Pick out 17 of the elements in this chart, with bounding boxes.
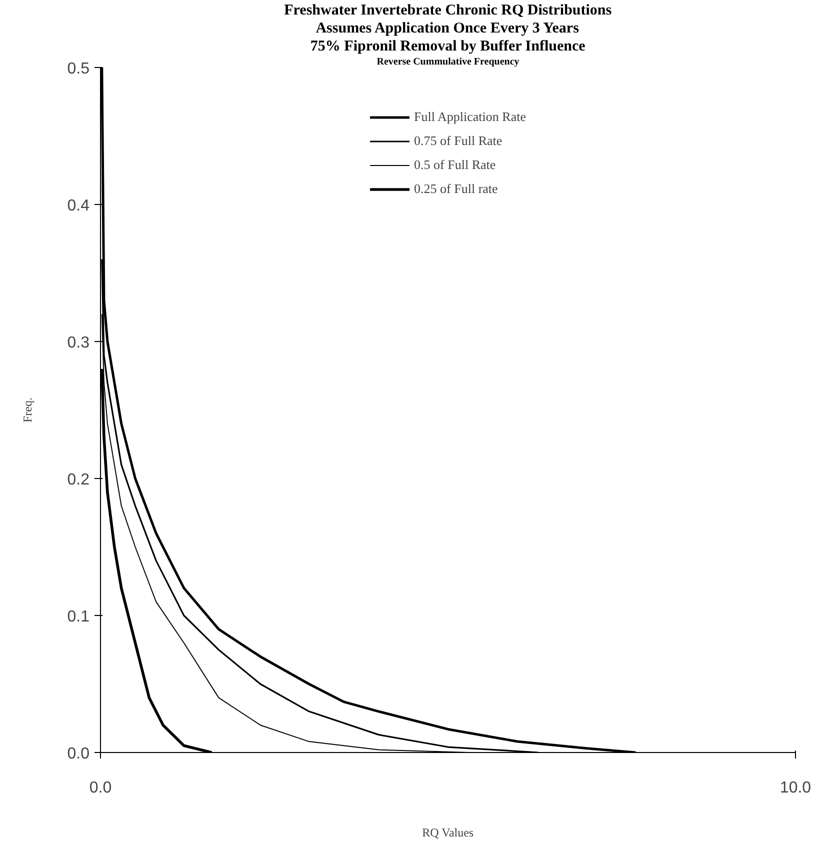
y-tick-label: 0.4	[67, 198, 90, 214]
y-tick-label: 0.5	[67, 60, 90, 78]
x-tick-label: 10.0	[780, 780, 812, 796]
x-axis-title: RQ Values	[422, 826, 474, 840]
chart-title: Freshwater Invertebrate Chronic RQ Distributions	[284, 2, 612, 18]
y-tick-label: 0.2	[67, 472, 90, 488]
y-tick-label: 0.1	[67, 608, 90, 626]
text: 75% Fipronil Removal by Buffer Influence	[310, 38, 586, 54]
y-tick-label: 0.0	[67, 746, 90, 762]
legend-label: Full Application Rate	[414, 109, 526, 125]
y-axis-title: Freq.	[20, 398, 34, 422]
legend-label: 0.75 of Full Rate	[414, 133, 502, 149]
legend-label: 0.5 of Full Rate	[414, 157, 496, 173]
chart-subtitle: Assumes Application Once Every 3 Years	[316, 20, 580, 36]
y-tick-label: 0.3	[67, 334, 90, 352]
annotation: Reverse Cummulative Frequency	[376, 56, 520, 68]
legend-label: 0.25 of Full rate	[414, 181, 498, 197]
